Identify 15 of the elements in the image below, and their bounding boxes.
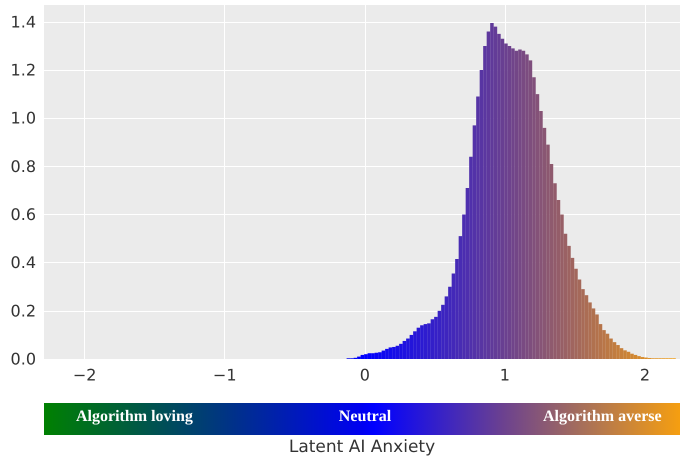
y-tick-label: 0.2 — [10, 301, 36, 320]
x-tick-label: 0 — [360, 366, 370, 384]
x-tick-label: −2 — [72, 366, 96, 384]
x-tick-label: −1 — [212, 366, 237, 384]
y-tick-label: 0.4 — [10, 253, 36, 272]
gradient-scale: Algorithm loving Neutral Algorithm averse — [44, 403, 680, 435]
y-tick-label: 0.0 — [10, 350, 36, 368]
x-axis-title: Latent AI Anxiety — [288, 437, 436, 457]
x-tick-label: 1 — [500, 366, 510, 384]
y-tick-label: 1.2 — [10, 60, 36, 80]
y-tick-label: 0.8 — [10, 156, 36, 176]
x-tick-label: 2 — [640, 366, 650, 384]
y-tick-label: 1.0 — [10, 108, 36, 128]
y-tick-label: 0.6 — [10, 205, 36, 224]
y-tick-label: 1.4 — [10, 12, 36, 32]
